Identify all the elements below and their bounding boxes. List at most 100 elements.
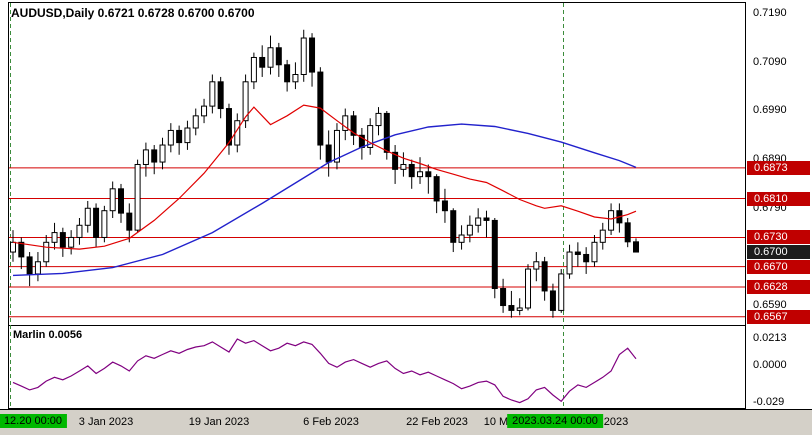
candle-body [624,222,631,243]
candle-body [516,307,523,311]
candle-body [10,241,16,253]
candle-body [383,112,390,153]
candle-body [599,229,606,243]
time-tick-label: 19 Jan 2023 [188,416,250,428]
candle-body [558,273,565,311]
candle-body [93,207,100,238]
candle-body [375,112,382,127]
candle-body [450,210,457,243]
candle-body [400,163,407,170]
candle-body [51,232,58,243]
ma-slow-line [12,123,637,277]
chart-title: AUDUSD,Daily 0.6721 0.6728 0.6700 0.6700 [11,6,255,20]
candle-body [333,129,340,163]
candle-body [84,207,91,226]
candle-body [43,241,50,263]
time-tick-label: 10 M [483,416,509,428]
candle-body [367,125,374,148]
candle-body [574,251,581,255]
candle-body [134,163,141,231]
candle-body [300,37,307,76]
indicator-tick-label: -0.029 [753,396,785,409]
candle-body [466,224,473,236]
candle-body [184,127,191,144]
candle-body [275,47,282,66]
indicator-tick-label: 0.0213 [753,332,787,345]
time-tick-label: 2023 [603,416,629,428]
candle-body [167,129,174,146]
candle-body [267,47,274,68]
candle-body [284,64,291,83]
candle-body [26,256,33,275]
candle-body [250,56,257,83]
candle-body [583,253,590,263]
candle-body [533,261,540,270]
level-price-badge: 0.6670 [747,259,810,274]
candle-body [109,188,116,212]
candle-body [217,81,224,110]
ma-fast-line [12,104,637,250]
candle-body [417,171,424,178]
candle-body [350,115,357,136]
time-axis[interactable]: 3 Jan 2023 19 Jan 2023 6 Feb 2023 22 Feb 20… [0,409,812,435]
candle-body [101,210,108,238]
candle-body [525,268,532,309]
price-tick-label: 0.6990 [753,104,787,117]
candle-body [491,219,498,290]
candle-body [425,171,432,178]
candle-body [342,115,349,131]
level-price-badge: 0.6628 [747,280,810,295]
candle-body [458,234,465,243]
candle-body [59,232,66,248]
candle-body [34,261,41,275]
level-price-badge: 0.6810 [747,191,810,206]
candle-body [591,241,598,263]
candle-body [541,261,548,292]
candle-body [608,210,615,231]
marlin-line [12,338,637,404]
candle-body [500,288,507,307]
time-tick-label: 6 Feb 2023 [303,416,359,428]
candle-body [76,224,83,238]
candle-body [508,305,515,311]
level-price-badge: 0.6873 [747,160,810,175]
candle-body [292,74,299,83]
time-marker-badge: 12.20 00:00 [0,414,68,428]
candle-body [325,144,332,163]
candle-body [433,176,440,202]
indicator-panel[interactable] [8,325,746,409]
candle-body [441,200,448,212]
level-price-badge: 0.6567 [747,309,810,324]
candle-body [549,290,556,311]
candle-body [126,212,133,231]
indicator-label: Marlin 0.0056 [13,329,83,341]
candle-body [242,81,249,122]
candle-body [392,151,399,170]
candle-body [192,115,199,129]
time-tick-label: 3 Jan 2023 [78,416,134,428]
time-marker-badge: 2023.03.24 00:00 [507,414,603,428]
candle-body [225,108,232,146]
current-price-badge: 0.6700 [747,245,810,260]
candle-body [475,217,482,226]
level-price-badge: 0.6730 [747,230,810,245]
indicator-tick-label: 0.0000 [753,359,787,372]
candle-body [259,56,266,68]
candle-body [142,149,149,165]
candle-body [18,241,25,258]
price-tick-label: 0.7090 [753,55,787,68]
candle-body [68,236,75,248]
candle-body [209,81,216,107]
main-panel[interactable] [8,2,746,326]
candle-body [117,188,124,214]
candle-body [151,149,158,163]
candle-body [408,163,415,178]
candle-body [159,144,166,163]
price-axis[interactable]: 0.71900.70900.69900.68900.67900.66900.65… [746,0,812,409]
candle-body [176,129,183,144]
price-tick-label: 0.7190 [753,7,787,20]
candle-body [309,37,316,73]
candle-body [633,241,639,253]
